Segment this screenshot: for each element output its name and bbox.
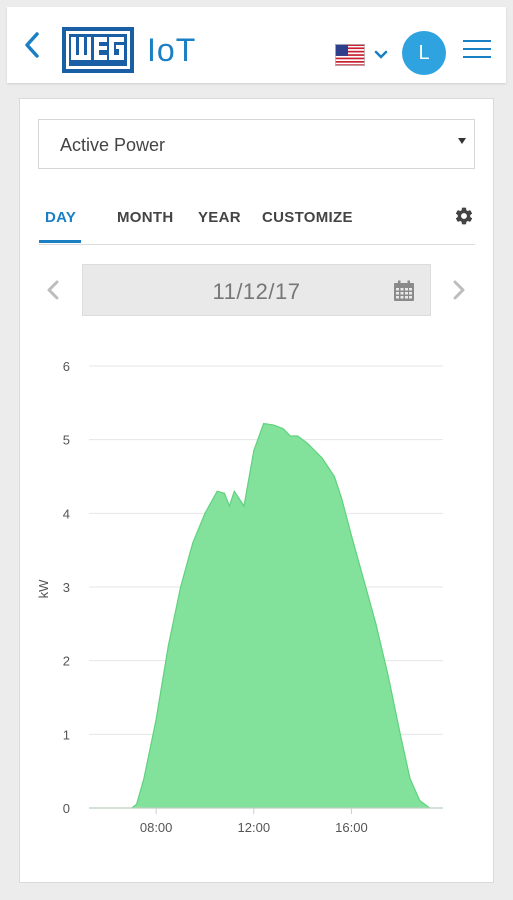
period-tabs: DAY MONTH YEAR CUSTOMIZE (39, 199, 475, 245)
x-tick-label: 08:00 (140, 820, 173, 835)
user-avatar[interactable]: L (402, 31, 446, 75)
previous-date-button[interactable] (42, 277, 64, 303)
tab-year[interactable]: YEAR (198, 209, 241, 226)
us-flag-icon (335, 44, 365, 66)
chart-card: Active Power DAY MONTH YEAR CUSTOMIZE 11… (19, 98, 494, 883)
metric-select[interactable]: Active Power (38, 119, 475, 169)
chevron-left-icon (25, 32, 39, 58)
tab-customize[interactable]: CUSTOMIZE (262, 209, 353, 226)
x-tick-label: 12:00 (238, 820, 271, 835)
active-tab-indicator (39, 240, 81, 243)
next-date-button[interactable] (448, 277, 470, 303)
app-title: IoT (147, 32, 197, 68)
y-tick-label: 6 (63, 359, 70, 374)
tab-day[interactable]: DAY (45, 209, 77, 226)
active-power-chart: 0 1 2 3 4 5 6 kW 08:00 12:00 16:00 (36, 359, 443, 835)
active-power-area (89, 422, 443, 809)
date-picker-field[interactable]: 11/12/17 (82, 264, 431, 316)
y-tick-label: 1 (63, 727, 70, 742)
caret-down-icon (458, 138, 466, 144)
chevron-left-icon (47, 280, 59, 300)
tab-month[interactable]: MONTH (117, 209, 174, 226)
y-tick-label: 4 (63, 506, 70, 521)
y-tick-label: 3 (63, 580, 70, 595)
y-axis-label: kW (36, 579, 51, 599)
app-header: IoT L (7, 7, 506, 83)
chevron-right-icon (453, 280, 465, 300)
y-tick-label: 2 (63, 654, 70, 669)
chevron-down-icon (374, 50, 388, 59)
language-selector[interactable] (335, 42, 391, 68)
y-tick-label: 0 (63, 801, 70, 816)
y-tick-label: 5 (63, 433, 70, 448)
selected-date: 11/12/17 (212, 279, 301, 304)
weg-logo (62, 27, 134, 73)
calendar-icon[interactable] (393, 280, 415, 302)
chart-settings-button[interactable] (454, 206, 474, 226)
back-button[interactable] (21, 31, 43, 59)
hamburger-menu-icon[interactable] (463, 40, 491, 62)
gear-icon (455, 207, 473, 225)
x-tick-label: 16:00 (335, 820, 368, 835)
metric-select-value: Active Power (60, 135, 166, 155)
